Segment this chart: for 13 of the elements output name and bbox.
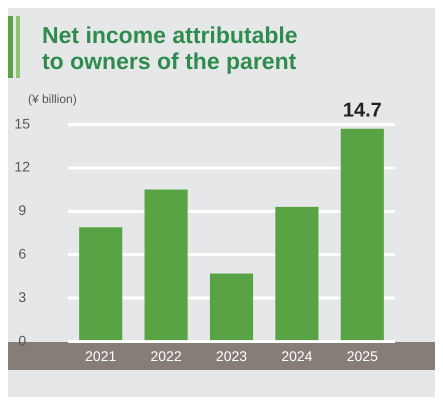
- y-tick-label: 15: [14, 115, 30, 132]
- x-tick-label: 2022: [150, 348, 182, 364]
- y-tick-label: 6: [18, 246, 26, 262]
- x-tick-label: 2024: [281, 348, 313, 364]
- chart-title: Net income attributable to owners of the parent: [42, 22, 298, 74]
- y-tick-label: 3: [18, 289, 26, 306]
- x-tick-label: 2025: [346, 348, 378, 364]
- x-tick-label: 2023: [216, 348, 248, 364]
- y-axis-title: (¥ billion): [28, 92, 77, 106]
- data-label: 14.7: [342, 99, 382, 122]
- y-tick-label: 12: [14, 158, 30, 175]
- x-tick-label: 2021: [85, 348, 116, 364]
- y-tick-label: 9: [18, 202, 26, 218]
